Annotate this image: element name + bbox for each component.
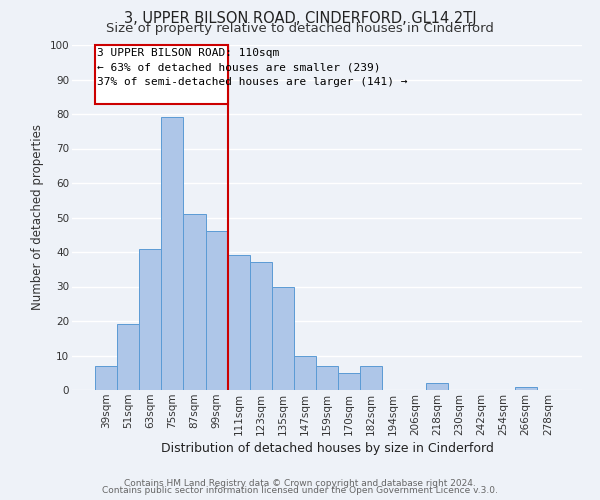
X-axis label: Distribution of detached houses by size in Cinderford: Distribution of detached houses by size … bbox=[161, 442, 493, 455]
Text: Contains HM Land Registry data © Crown copyright and database right 2024.: Contains HM Land Registry data © Crown c… bbox=[124, 478, 476, 488]
Bar bbox=[184, 214, 206, 390]
Bar bbox=[515, 386, 537, 390]
Bar bbox=[294, 356, 316, 390]
Y-axis label: Number of detached properties: Number of detached properties bbox=[31, 124, 44, 310]
Bar bbox=[161, 118, 184, 390]
Text: Contains public sector information licensed under the Open Government Licence v.: Contains public sector information licen… bbox=[102, 486, 498, 495]
Bar bbox=[360, 366, 382, 390]
FancyBboxPatch shape bbox=[95, 45, 227, 104]
Text: 3, UPPER BILSON ROAD, CINDERFORD, GL14 2TJ: 3, UPPER BILSON ROAD, CINDERFORD, GL14 2… bbox=[124, 11, 476, 26]
Bar bbox=[227, 256, 250, 390]
Bar bbox=[427, 383, 448, 390]
Text: 3 UPPER BILSON ROAD: 110sqm
← 63% of detached houses are smaller (239)
37% of se: 3 UPPER BILSON ROAD: 110sqm ← 63% of det… bbox=[97, 48, 408, 88]
Bar bbox=[338, 373, 360, 390]
Bar bbox=[316, 366, 338, 390]
Bar bbox=[272, 286, 294, 390]
Text: Size of property relative to detached houses in Cinderford: Size of property relative to detached ho… bbox=[106, 22, 494, 35]
Bar bbox=[117, 324, 139, 390]
Bar bbox=[95, 366, 117, 390]
Bar bbox=[139, 248, 161, 390]
Bar bbox=[250, 262, 272, 390]
Bar bbox=[206, 232, 227, 390]
